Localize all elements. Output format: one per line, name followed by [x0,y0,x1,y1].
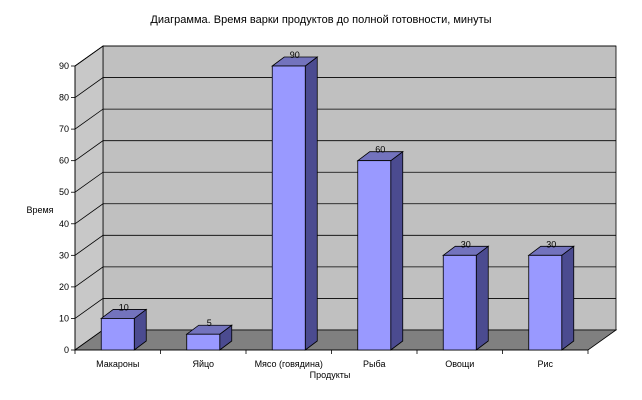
bar [100,318,135,351]
bar [528,254,563,351]
y-tick-label: 90 [59,61,69,71]
bar-side [475,245,489,351]
bar-value-label: 30 [546,239,556,249]
x-axis-title: Продукты [310,370,351,380]
y-axis-title: Время [26,205,53,215]
bar [442,254,477,351]
gridline [74,140,616,161]
x-tick-label: Яйцо [192,359,214,369]
side-wall [74,45,104,351]
bar-side [561,245,575,351]
gridline [74,45,616,67]
y-tick-label: 10 [59,313,69,323]
gridline [74,77,616,98]
gridline [74,171,616,193]
plot-area: 0 10 20 30 40 50 60 70 80 90 10 Макароны 5 Яйцо 90 Мясо… [59,45,618,369]
gridline [74,203,616,225]
y-tick-label: 60 [59,156,69,166]
y-tick-label: 20 [59,282,69,292]
y-tick-label: 50 [59,187,69,197]
bar-side [304,56,318,351]
bar-side [390,150,404,351]
bar-value-label: 90 [290,50,300,60]
y-tick-label: 30 [59,250,69,260]
y-tick-label: 40 [59,219,69,229]
y-tick-label: 80 [59,93,69,103]
x-tick-label: Овощи [445,359,474,369]
bar-value-label: 60 [375,145,385,155]
bar [186,333,221,351]
bar [271,65,306,351]
x-tick-label: Рыба [363,359,385,369]
x-tick-label: Макароны [96,359,139,369]
bar-value-label: 30 [461,239,471,249]
bar-value-label: 10 [119,302,129,312]
x-tick-label: Рис [537,359,553,369]
y-tick-label: 70 [59,124,69,134]
chart-title: Диаграмма. Время варки продуктов до полн… [150,14,491,26]
x-tick-label: Мясо (говядина) [255,359,323,369]
gridline [74,234,616,256]
y-tick-label: 0 [64,345,69,355]
gridline [74,108,616,130]
bar [357,160,392,351]
bar-value-label: 5 [207,318,212,328]
